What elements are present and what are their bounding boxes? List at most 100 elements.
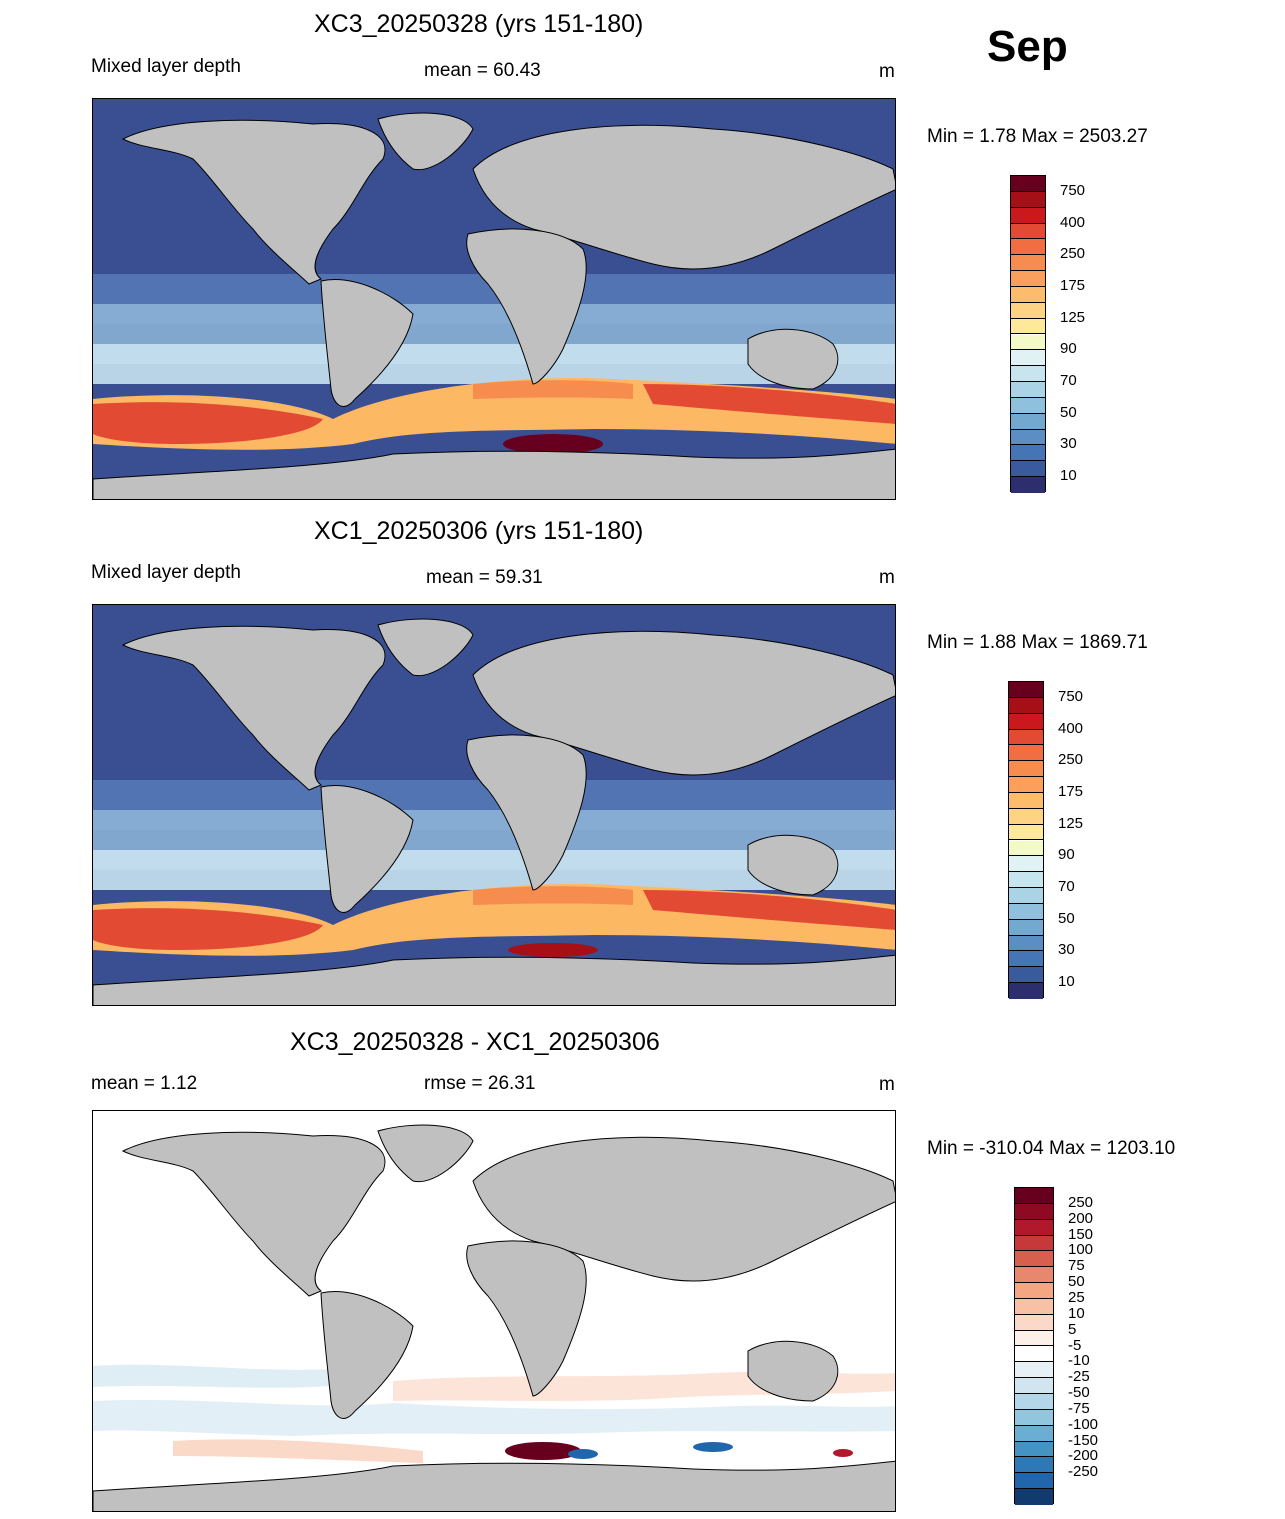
panel1-colorbar-swatch	[1011, 239, 1045, 256]
panel1-map	[92, 98, 896, 500]
panel2-title: XC1_20250306 (yrs 151-180)	[314, 517, 644, 545]
panel3-map-canvas	[93, 1111, 895, 1511]
panel2-colorbar-swatch	[1009, 872, 1043, 889]
panel2-colorbar-swatch	[1009, 761, 1043, 778]
panel3-colorbar-label: -50	[1068, 1384, 1090, 1402]
panel2-colorbar-swatch	[1009, 935, 1043, 952]
panel1-colorbar-swatch	[1011, 223, 1045, 240]
panel2-colorbar-label: 70	[1058, 878, 1075, 896]
panel3-colorbar-swatch	[1015, 1457, 1053, 1474]
panel3-colorbar-swatch	[1015, 1441, 1053, 1458]
panel3-colorbar-label: -10	[1068, 1352, 1090, 1370]
panel3-colorbar-swatch	[1015, 1378, 1053, 1395]
panel3-colorbar-label: 250	[1068, 1193, 1094, 1211]
panel2-colorbar-label: 400	[1058, 719, 1084, 737]
panel3-map	[92, 1110, 896, 1512]
panel2-colorbar-swatch	[1009, 777, 1043, 793]
panel2-map	[92, 604, 896, 1006]
panel3-colorbar-label: 150	[1068, 1225, 1094, 1243]
panel1-colorbar-label: 175	[1060, 276, 1086, 294]
panel2-colorbar-swatch	[1009, 903, 1043, 920]
panel2-colorbar-swatch	[1009, 729, 1043, 746]
panel3-title: XC3_20250328 - XC1_20250306	[290, 1028, 660, 1056]
panel2-colorbar-label: 50	[1058, 909, 1075, 927]
panel2-colorbar-label: 175	[1058, 782, 1084, 800]
panel1-map-canvas	[93, 99, 895, 499]
panel2-colorbar-label: 90	[1058, 846, 1075, 864]
panel3-colorbar-swatch	[1015, 1235, 1053, 1252]
panel1-colorbar-swatch	[1011, 318, 1045, 335]
panel1-colorbar-swatch	[1011, 397, 1045, 414]
panel2-colorbar-label: 30	[1058, 941, 1075, 959]
panel3-colorbar-swatch	[1015, 1362, 1053, 1379]
panel1-colorbar-label: 90	[1060, 340, 1077, 358]
panel3-colorbar-swatch	[1015, 1394, 1053, 1410]
panel2-colorbar-swatch	[1009, 824, 1043, 841]
panel2-units-label: m	[879, 567, 895, 588]
panel3-colorbar-label: 100	[1068, 1241, 1094, 1259]
panel2-mean-label: mean = 59.31	[426, 567, 543, 588]
panel3-colorbar-swatch	[1015, 1188, 1053, 1204]
panel2-colorbar-swatch	[1009, 682, 1043, 698]
panel1-colorbar-label: 750	[1060, 181, 1086, 199]
panel3-colorbar-label: -150	[1068, 1431, 1099, 1449]
panel3-colorbar-swatch	[1015, 1219, 1053, 1236]
panel1-colorbar-swatch	[1011, 207, 1045, 224]
panel3-colorbar-label: 200	[1068, 1209, 1094, 1227]
panel1-colorbar-swatch	[1011, 461, 1045, 478]
panel3-colorbar-label: -5	[1068, 1336, 1082, 1354]
month-label: Sep	[987, 22, 1068, 71]
panel3-colorbar-swatch	[1015, 1346, 1053, 1363]
panel1-colorbar-swatch	[1011, 191, 1045, 208]
panel3-colorbar-swatch	[1015, 1267, 1053, 1284]
panel2-colorbar-swatch	[1009, 792, 1043, 809]
panel2-map-canvas	[93, 605, 895, 1005]
panel3-colorbar-swatch	[1015, 1203, 1053, 1220]
panel1-colorbar-swatch	[1011, 271, 1045, 287]
panel2-colorbar-label: 750	[1058, 687, 1084, 705]
panel3-colorbar-label: 50	[1068, 1273, 1085, 1291]
panel1-colorbar-swatch	[1011, 255, 1045, 272]
panel1-colorbar-label: 30	[1060, 435, 1077, 453]
panel3-mean-label: mean = 1.12	[91, 1073, 198, 1094]
panel1-mean-label: mean = 60.43	[424, 60, 541, 81]
panel3-colorbar-label: -200	[1068, 1447, 1099, 1465]
panel3-colorbar-swatch	[1015, 1298, 1053, 1315]
panel1-units-label: m	[879, 61, 895, 82]
panel3-colorbar-swatch	[1015, 1283, 1053, 1299]
panel2-colorbar-swatch	[1009, 840, 1043, 857]
panel1-colorbar-swatch	[1011, 176, 1045, 192]
panel1-colorbar-swatch	[1011, 286, 1045, 303]
panel1-variable-label: Mixed layer depth	[91, 56, 241, 77]
panel3-colorbar-label: 25	[1068, 1288, 1085, 1306]
panel1-colorbar-label: 50	[1060, 403, 1077, 421]
panel1-minmax: Min = 1.78 Max = 2503.27	[927, 126, 1148, 147]
panel1-colorbar-swatch	[1011, 382, 1045, 398]
panel2-colorbar-swatch	[1009, 967, 1043, 984]
panel3-colorbar-swatch	[1015, 1251, 1053, 1268]
panel3-colorbar-label: 10	[1068, 1304, 1085, 1322]
panel1-colorbar-swatch	[1011, 429, 1045, 446]
panel3-colorbar-frame	[1014, 1187, 1054, 1505]
panel1-colorbar-swatch	[1011, 334, 1045, 351]
panel1-colorbar-swatch	[1011, 366, 1045, 383]
panel2-minmax: Min = 1.88 Max = 1869.71	[927, 632, 1148, 653]
panel3-minmax: Min = -310.04 Max = 1203.10	[927, 1138, 1176, 1159]
panel2-variable-label: Mixed layer depth	[91, 562, 241, 583]
panel3-colorbar-swatch	[1015, 1473, 1053, 1490]
panel3-colorbar-swatch	[1015, 1489, 1053, 1505]
panel2-colorbar-frame	[1008, 681, 1044, 999]
panel3-rmse-label: rmse = 26.31	[424, 1073, 536, 1094]
panel1-colorbar-frame	[1010, 175, 1046, 493]
panel1-colorbar-swatch	[1011, 413, 1045, 430]
panel1-colorbar-swatch	[1011, 445, 1045, 462]
panel2-colorbar-swatch	[1009, 888, 1043, 904]
panel2-colorbar-label: 10	[1058, 973, 1075, 991]
panel3-colorbar-label: 5	[1068, 1320, 1077, 1338]
panel2-colorbar-swatch	[1009, 713, 1043, 730]
panel1-colorbar-label: 10	[1060, 467, 1077, 485]
panel1-colorbar-swatch	[1011, 302, 1045, 319]
panel3-colorbar-swatch	[1015, 1425, 1053, 1442]
panel3-colorbar-label: 75	[1068, 1257, 1085, 1275]
panel3-units-label: m	[879, 1074, 895, 1095]
